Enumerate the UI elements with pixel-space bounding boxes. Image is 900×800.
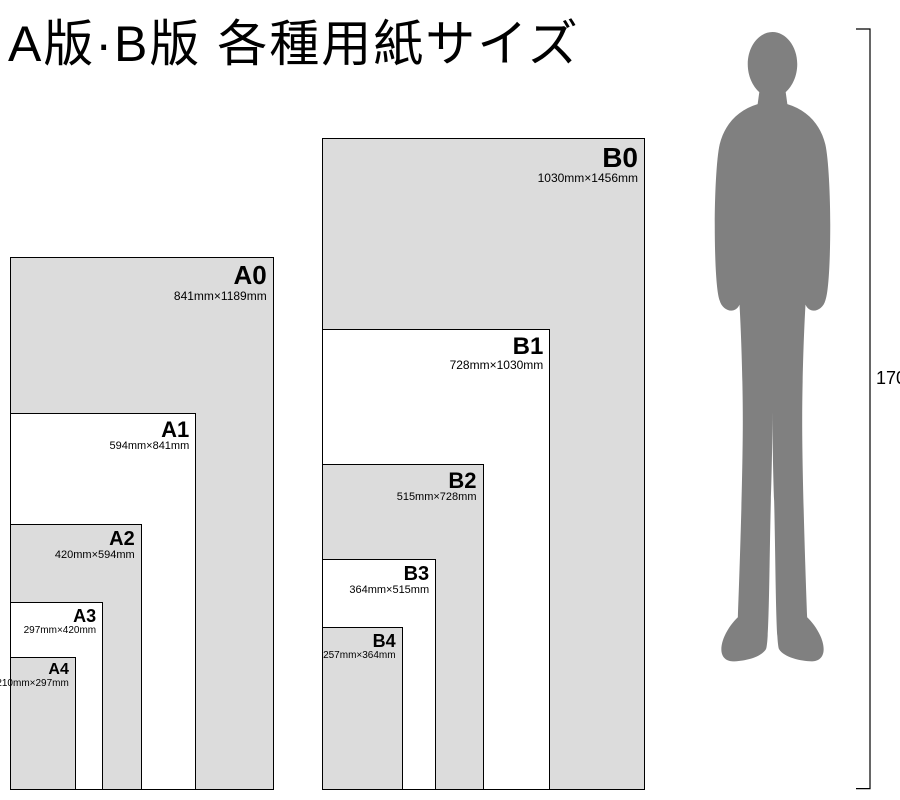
paper-dims: 420mm×594mm	[55, 550, 135, 562]
paper-label-b0: B01030mm×1456mm	[538, 143, 638, 185]
page-title: A版·B版 各種用紙サイズ	[8, 4, 580, 76]
human-silhouette	[690, 28, 855, 790]
paper-label-a3: A3297mm×420mm	[24, 607, 97, 636]
paper-dims: 728mm×1030mm	[450, 359, 544, 372]
diagram-stage: A0841mm×1189mm A1594mm×841mm A2420mm×594mm…	[0, 90, 900, 790]
paper-name: A3	[24, 607, 97, 626]
paper-label-b3: B3364mm×515mm	[349, 564, 429, 597]
paper-name: A4	[0, 662, 69, 679]
paper-label-a4: A4210mm×297mm	[0, 662, 69, 689]
paper-name: B4	[323, 632, 396, 651]
paper-dims: 210mm×297mm	[0, 679, 69, 690]
paper-name: B0	[538, 143, 638, 172]
paper-label-a1: A1594mm×841mm	[109, 418, 189, 453]
paper-dims: 364mm×515mm	[349, 585, 429, 597]
paper-name: B2	[397, 469, 477, 492]
paper-label-b4: B4257mm×364mm	[323, 632, 396, 661]
paper-b4: B4257mm×364mm	[322, 627, 403, 790]
paper-name: A2	[55, 529, 135, 550]
paper-label-b2: B2515mm×728mm	[397, 469, 477, 504]
height-caption-value: 170cm	[876, 367, 900, 390]
paper-dims: 257mm×364mm	[323, 651, 396, 662]
paper-label-a0: A0841mm×1189mm	[174, 262, 267, 302]
paper-label-a2: A2420mm×594mm	[55, 529, 135, 562]
paper-name: B3	[349, 564, 429, 585]
paper-a4: A4210mm×297mm	[10, 657, 76, 790]
height-caption: シルエット身長 170cm	[876, 361, 900, 501]
paper-dims: 1030mm×1456mm	[538, 172, 638, 185]
paper-name: B1	[450, 334, 544, 359]
paper-dims: 515mm×728mm	[397, 492, 477, 504]
paper-dims: 594mm×841mm	[109, 441, 189, 453]
paper-name: A0	[174, 262, 267, 289]
paper-dims: 841mm×1189mm	[174, 290, 267, 303]
paper-label-b1: B1728mm×1030mm	[450, 334, 544, 372]
height-bracket	[856, 28, 874, 790]
paper-name: A1	[109, 418, 189, 441]
paper-dims: 297mm×420mm	[24, 626, 97, 637]
